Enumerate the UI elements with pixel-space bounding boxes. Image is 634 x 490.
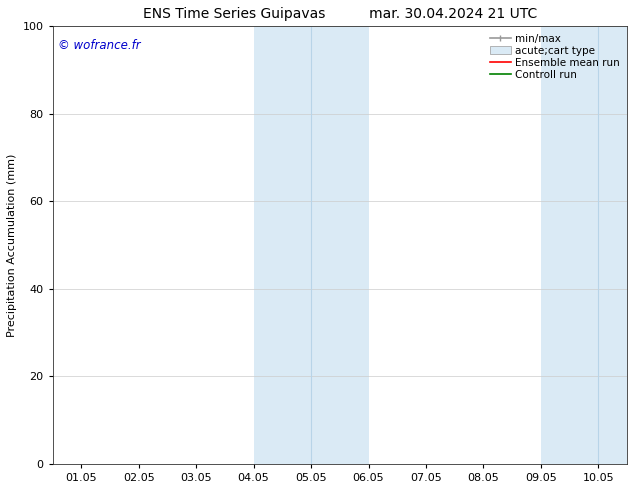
Bar [541, 26, 627, 464]
Legend: min/max, acute;cart type, Ensemble mean run, Controll run: min/max, acute;cart type, Ensemble mean … [486, 29, 624, 84]
Y-axis label: Precipitation Accumulation (mm): Precipitation Accumulation (mm) [7, 153, 17, 337]
Text: © wofrance.fr: © wofrance.fr [58, 39, 141, 52]
Title: ENS Time Series Guipavas          mar. 30.04.2024 21 UTC: ENS Time Series Guipavas mar. 30.04.2024… [143, 7, 537, 21]
Bar [254, 26, 368, 464]
